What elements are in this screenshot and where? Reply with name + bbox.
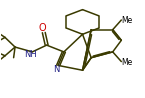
Text: NH: NH: [25, 50, 37, 59]
Text: O: O: [39, 23, 46, 33]
Text: N: N: [54, 65, 60, 74]
Text: Me: Me: [122, 15, 133, 24]
Text: Me: Me: [122, 58, 133, 67]
